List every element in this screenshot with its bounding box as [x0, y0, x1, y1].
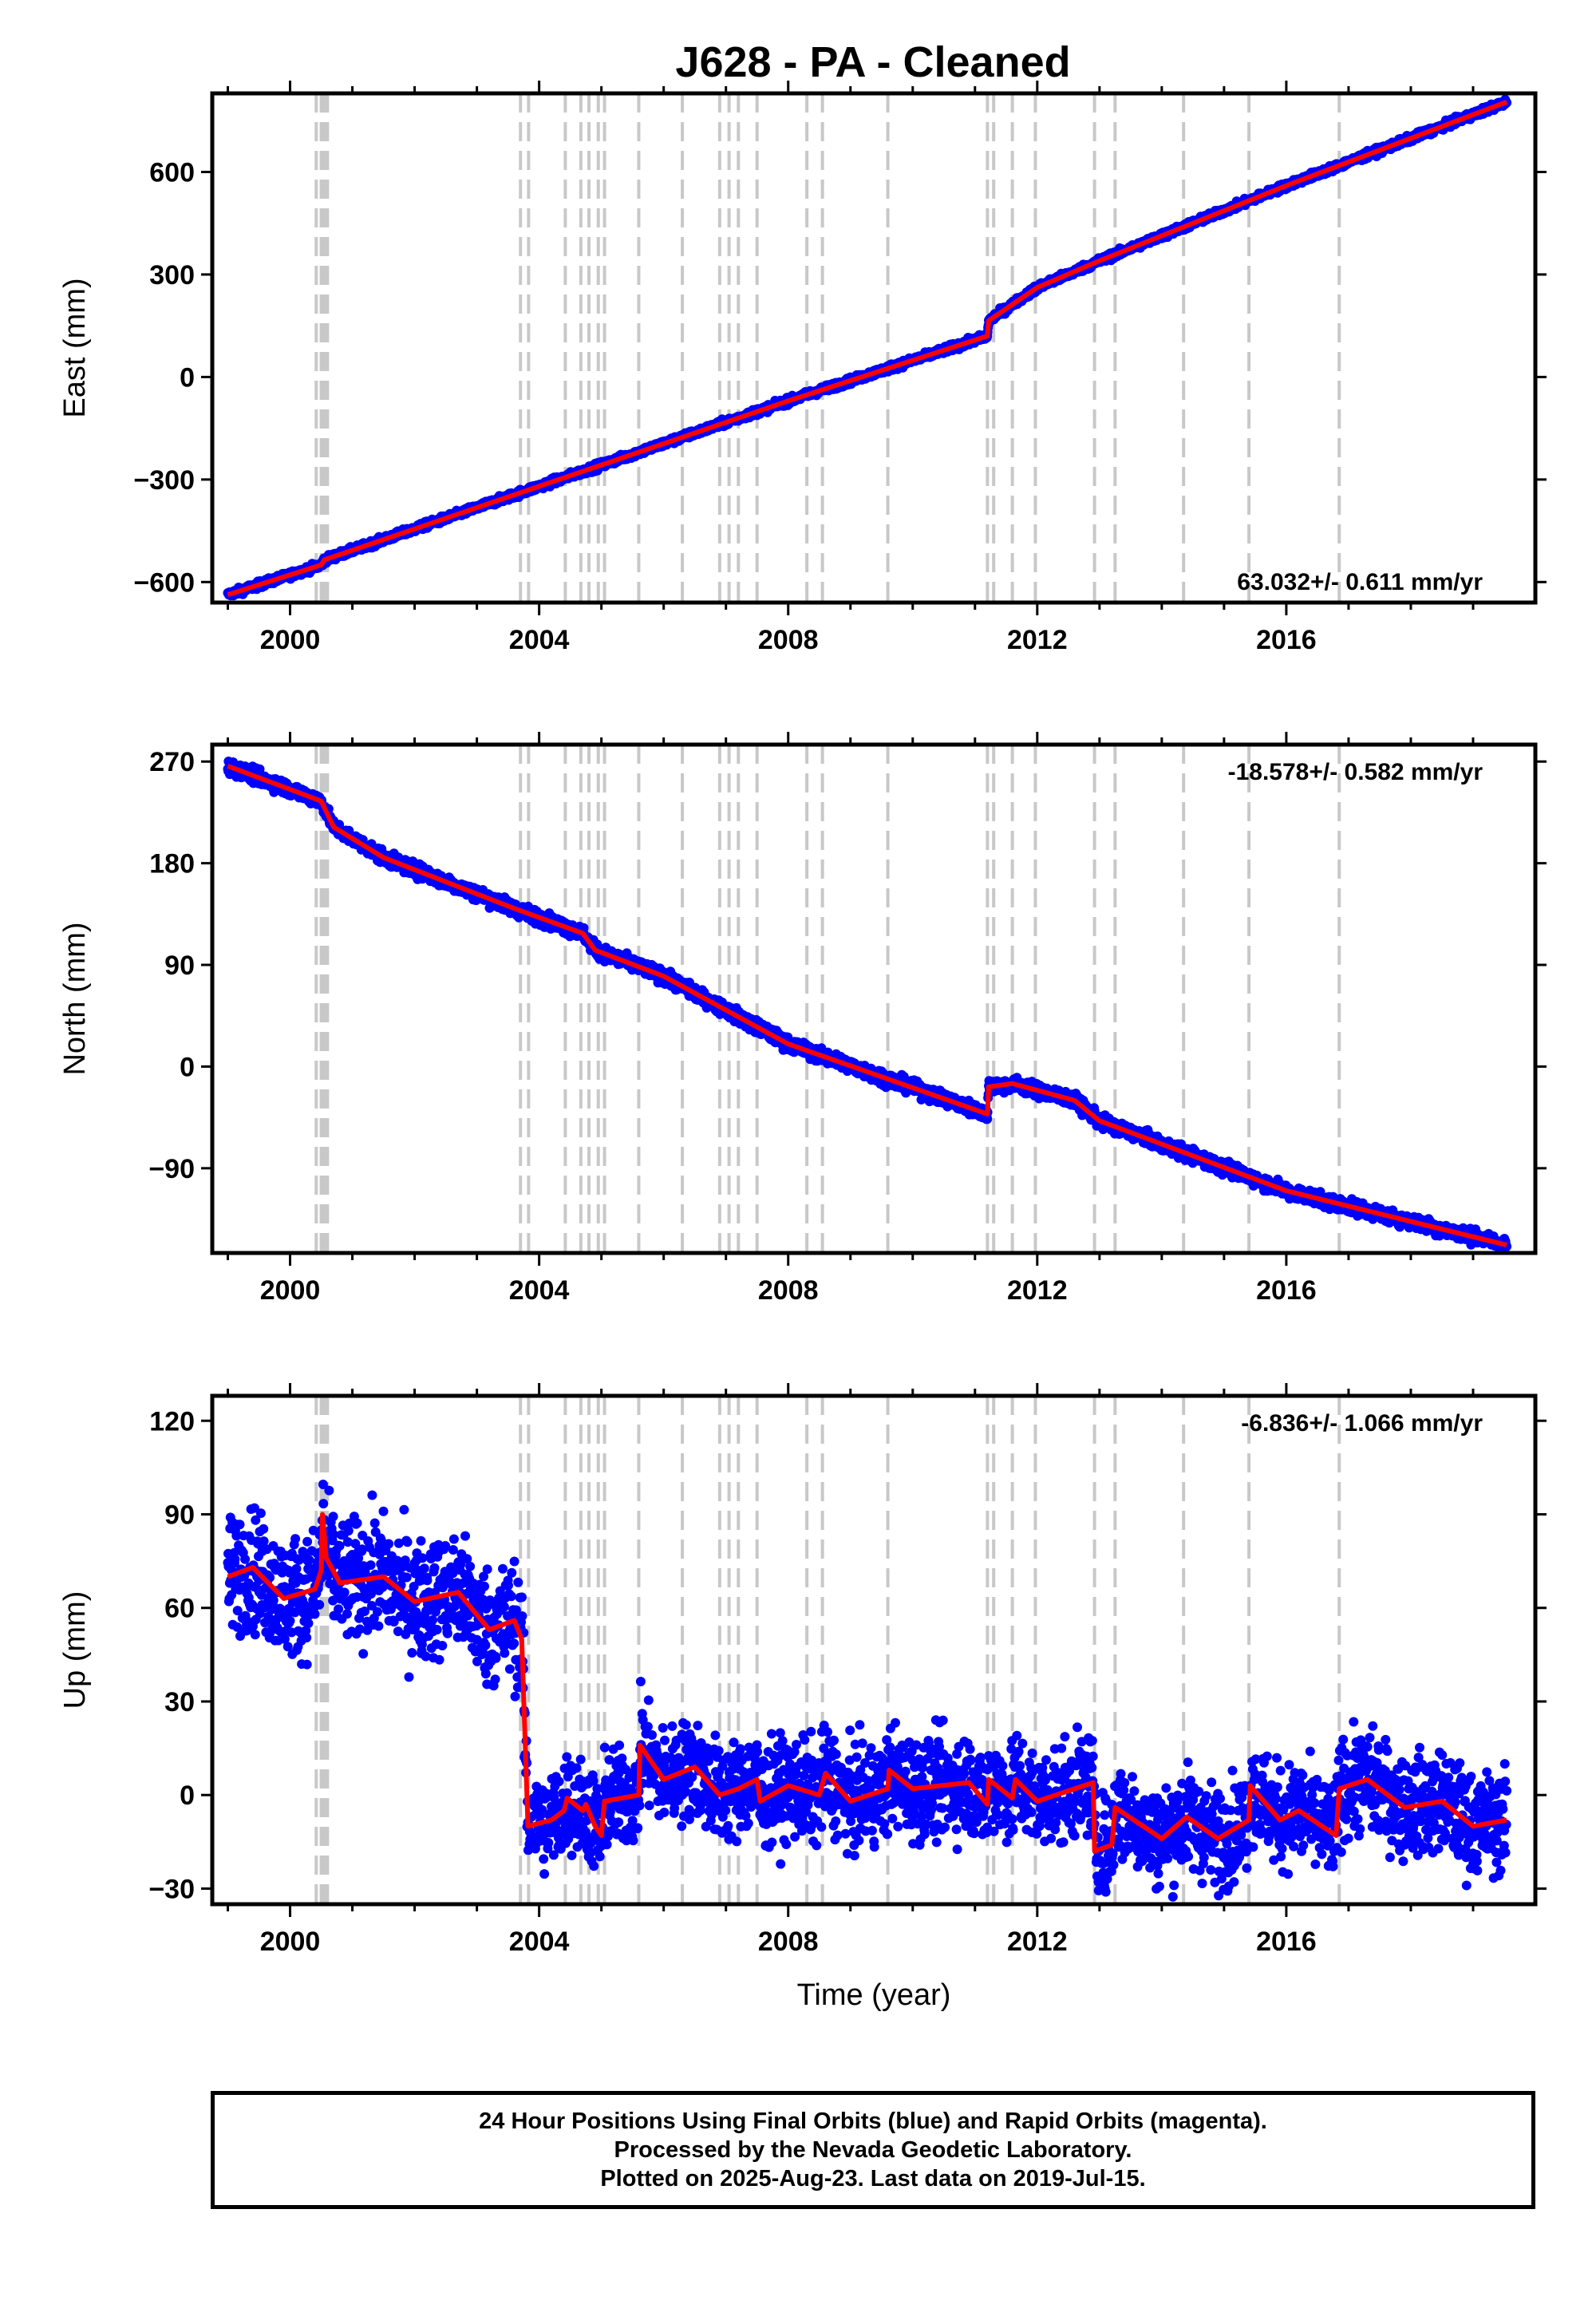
data-points-north: [223, 757, 1512, 1253]
x-tick-label: 2008: [758, 625, 819, 655]
panels: −600 −300 0 300 600 2000 2004 2008 2012 2016 East …: [58, 81, 1547, 2012]
plot-area-north: [223, 745, 1512, 1253]
plot-frame-east: [210, 91, 1538, 605]
x-tick-label: 2012: [1007, 625, 1068, 655]
y-tick-label: 300: [149, 260, 195, 290]
y-tick-label: −300: [133, 465, 195, 496]
y-tick-label: 600: [149, 157, 195, 188]
rate-label: 63.032+/- 0.611 mm/yr: [1237, 569, 1483, 595]
plot-area-east: [223, 93, 1512, 603]
x-tick-label: 2000: [260, 625, 321, 655]
x-tick-label: 2004: [509, 625, 570, 655]
y-axis-label: East (mm): [58, 278, 92, 417]
y-tick-label: −600: [133, 567, 195, 598]
model-line-east: [227, 99, 1508, 598]
figure-title: J628 - PA - Cleaned: [675, 38, 1070, 86]
x-tick-label: 2016: [1256, 625, 1317, 655]
data-points-east: [223, 94, 1512, 601]
panel-east: −600 −300 0 300 600 2000 2004 2008 2012 2016 East …: [58, 81, 1547, 655]
y-tick-label: 0: [180, 362, 195, 393]
